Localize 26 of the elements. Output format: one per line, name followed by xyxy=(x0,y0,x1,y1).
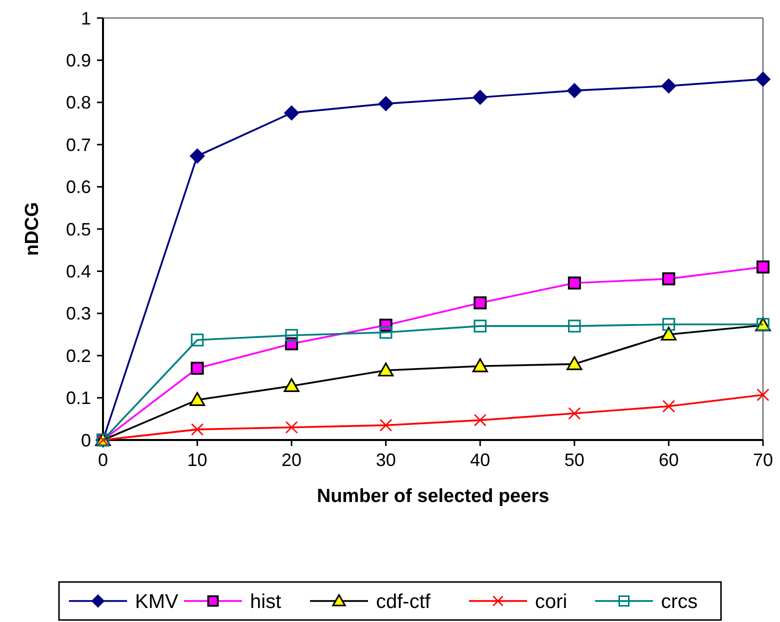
y-tick-label: 1 xyxy=(80,8,91,28)
x-tick-label: 30 xyxy=(376,450,396,470)
legend-label: KMV xyxy=(135,591,179,613)
y-tick-label: 0.7 xyxy=(66,134,91,155)
y-tick-label: 0.4 xyxy=(66,262,91,282)
y-tick-label: 0.1 xyxy=(66,388,91,408)
legend-label: hist xyxy=(250,591,282,613)
x-tick-label: 0 xyxy=(98,450,108,470)
y-tick-label: 0.6 xyxy=(66,177,91,198)
y-axis-title: nDCG xyxy=(22,202,43,256)
y-tick-label: 0.3 xyxy=(66,304,91,324)
legend-label: crcs xyxy=(661,591,698,613)
x-tick-label: 50 xyxy=(564,450,584,470)
legend-label: cori xyxy=(535,591,568,613)
x-tick-label: 20 xyxy=(282,450,302,470)
legend-label: cdf-ctf xyxy=(376,591,431,613)
x-tick-label: 60 xyxy=(658,450,679,470)
y-tick-label: 0.9 xyxy=(66,50,91,70)
x-tick-label: 70 xyxy=(752,450,774,470)
y-tick-label: 0.2 xyxy=(66,346,91,366)
x-tick-label: 40 xyxy=(470,450,490,470)
y-tick-label: 0.5 xyxy=(66,219,91,240)
y-tick-label: 0.8 xyxy=(66,92,91,113)
y-tick-label: 0 xyxy=(80,430,91,450)
x-axis-title: Number of selected peers xyxy=(316,486,550,507)
x-tick-label: 10 xyxy=(187,450,208,470)
